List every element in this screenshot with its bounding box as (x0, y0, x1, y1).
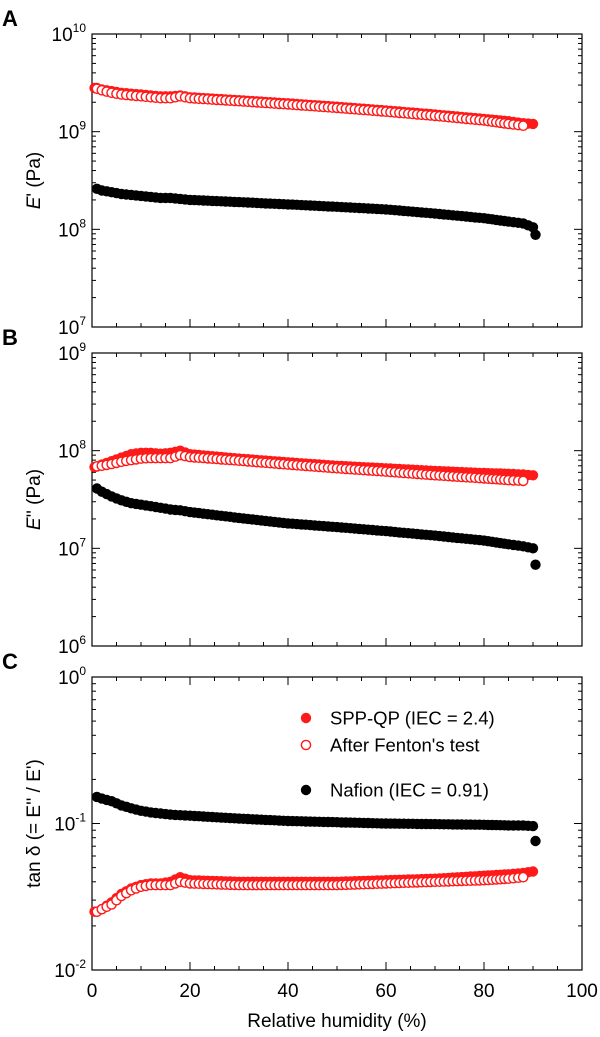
y-tick-label: 107 (58, 535, 86, 560)
y-tick-label: 108 (58, 216, 86, 241)
legend: SPP-QP (IEC = 2.4) After Fenton's test Naf… (300, 708, 495, 801)
legend-label: SPP-QP (IEC = 2.4) (330, 708, 495, 729)
series-3 (91, 483, 541, 570)
y-tick-label: 109 (58, 119, 86, 144)
y-axis-label: E'' (Pa) (24, 469, 45, 530)
x-axis-label: Relative humidity (%) (247, 1011, 427, 1032)
x-tick-label: 60 (375, 981, 396, 1002)
x-tick-label: 0 (87, 981, 98, 1002)
y-tick-label: 10-2 (54, 957, 86, 982)
data-point (517, 871, 529, 883)
plot-frame (91, 33, 583, 328)
y-tick-label: 109 (58, 340, 86, 365)
series-2 (91, 83, 529, 131)
y-tick-label: 100 (58, 664, 86, 689)
x-tick-label: 40 (277, 981, 298, 1002)
y-tick-label: 1010 (52, 21, 87, 46)
legend-label: Nafion (IEC = 0.91) (330, 780, 489, 801)
data-point (530, 835, 541, 847)
series-3 (91, 183, 541, 240)
data-point (530, 229, 541, 240)
data-point (527, 543, 539, 554)
series-3 (91, 791, 541, 847)
data-point (527, 820, 539, 832)
legend-marker (300, 739, 312, 751)
y-tick-label: 106 (58, 633, 86, 658)
panel-a: 107 108 109 1010 A E' (Pa) (2, 6, 583, 339)
data-point (527, 470, 539, 481)
y-axis-label: tan δ (= E'' / E') (24, 759, 45, 888)
y-tick-label: 108 (58, 438, 86, 463)
series-2 (91, 449, 529, 487)
legend-marker (300, 784, 312, 796)
panel-letter: A (2, 6, 18, 31)
plot-frame (91, 352, 583, 647)
x-tick-label: 20 (179, 981, 200, 1002)
y-axis-label: E' (Pa) (24, 152, 45, 210)
legend-label: After Fenton's test (330, 735, 480, 756)
data-point (527, 118, 539, 130)
series-1 (89, 866, 539, 917)
panel-letter: C (2, 649, 18, 674)
data-point (527, 866, 539, 877)
x-tick-label: 80 (473, 981, 494, 1002)
panel-b: 106 107 108 109 B E'' (Pa) (2, 325, 583, 658)
legend-marker (300, 712, 312, 724)
data-point (517, 475, 529, 487)
series-2 (91, 871, 529, 918)
data-point (517, 120, 529, 131)
panel-letter: B (2, 325, 18, 350)
y-tick-label: 107 (58, 314, 86, 339)
data-point (530, 559, 541, 570)
x-tick-label: 100 (566, 981, 598, 1002)
y-tick-label: 10-1 (54, 811, 86, 836)
